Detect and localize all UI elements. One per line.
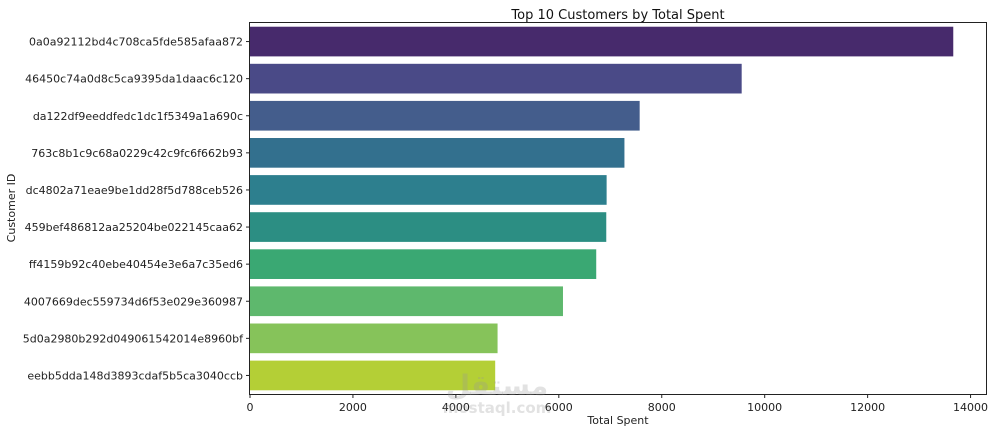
x-tick-label: 0 — [247, 401, 254, 414]
chart-title: Top 10 Customers by Total Spent — [510, 8, 724, 23]
bars-group — [250, 26, 954, 391]
x-tick-label: 2000 — [339, 401, 367, 414]
bar-5 — [250, 175, 607, 205]
y-tick-label: 459bef486812aa25204be022145caa62 — [25, 221, 243, 234]
x-tick-label: 10000 — [747, 401, 782, 414]
y-tick-label: 763c8b1c9c68a0229c42c9fc6f662b93 — [31, 147, 243, 160]
bar-3 — [250, 100, 640, 131]
y-tick-label: 46450c74a0d8c5ca9395da1daac6c120 — [25, 73, 243, 86]
bar-7 — [250, 249, 597, 279]
bar-8 — [250, 286, 563, 317]
y-tick-group: 0a0a92112bd4c708ca5fde585afaa872 46450c74… — [23, 36, 250, 382]
x-tick-label: 14000 — [953, 401, 988, 414]
x-tick-group: 0 2000 4000 6000 8000 10000 12000 14000 — [247, 394, 988, 414]
y-tick-label: 0a0a92112bd4c708ca5fde585afaa872 — [29, 36, 243, 49]
y-tick-label: 5d0a2980b292d049061542014e8960bf — [23, 332, 244, 345]
plot-frame — [249, 22, 987, 395]
y-tick-label: da122df9eeddfedc1dc1f5349a1a690c — [33, 110, 243, 123]
y-axis-label: Customer ID — [5, 174, 18, 243]
bar-1 — [250, 26, 954, 57]
bar-6 — [250, 212, 607, 242]
y-tick-label: ff4159b92c40ebe40454e3e6a7c35ed6 — [29, 258, 243, 271]
bar-9 — [250, 323, 498, 354]
x-tick-label: 8000 — [648, 401, 676, 414]
x-tick-label: 6000 — [545, 401, 573, 414]
bar-2 — [250, 63, 742, 94]
bar-10 — [250, 360, 496, 391]
bar-4 — [250, 138, 625, 168]
x-tick-label: 12000 — [850, 401, 885, 414]
y-tick-label: 4007669dec559734d6f53e029e360987 — [24, 295, 243, 308]
x-tick-label: 4000 — [442, 401, 470, 414]
y-tick-label: dc4802a71eae9be1dd28f5d788ceb526 — [26, 184, 243, 197]
x-axis-label: Total Spent — [586, 414, 649, 427]
y-tick-label: eebb5dda148d3893cdaf5b5ca3040ccb — [27, 369, 243, 382]
